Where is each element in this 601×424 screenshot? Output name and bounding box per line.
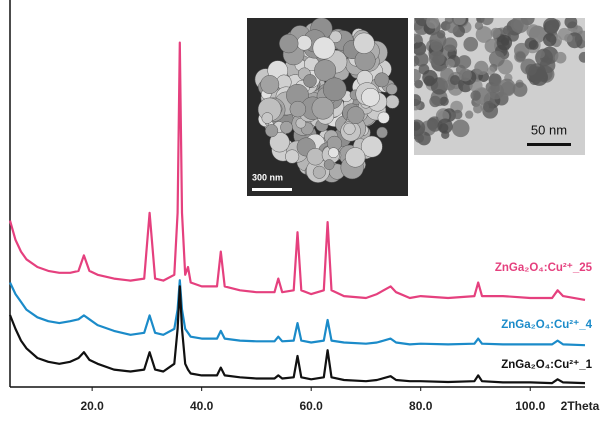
particle [459, 68, 472, 81]
particle [452, 120, 470, 138]
particle [537, 50, 545, 58]
particle [511, 15, 529, 33]
particle [386, 84, 397, 95]
legend-label: ZnGa₂O₄:Cu²⁺_25 [495, 262, 593, 274]
particle [445, 16, 454, 25]
particle [429, 96, 440, 107]
particle [465, 111, 473, 119]
particle [439, 97, 448, 106]
particle [497, 35, 512, 50]
particle [312, 97, 334, 119]
sem-scale-bar [252, 188, 292, 191]
particle [261, 75, 279, 93]
particle [430, 39, 442, 51]
particle [354, 33, 375, 54]
particle [454, 13, 466, 25]
particle [579, 52, 590, 63]
particle [426, 15, 439, 28]
tem-scale-label: 50 nm [531, 122, 567, 137]
chart: 300 nm 50 nm 2Theta 20.0 40.0 60.0 80.0 100.… [0, 0, 601, 424]
particle [290, 101, 306, 117]
particle [503, 25, 513, 35]
particle [535, 49, 553, 67]
particle [463, 37, 478, 52]
particle [375, 73, 389, 87]
particle [411, 121, 420, 130]
particle [481, 12, 494, 25]
particle [555, 52, 567, 64]
particle [313, 166, 325, 178]
x-tick-label: 60.0 [300, 399, 324, 413]
particle [446, 59, 455, 68]
particle [474, 61, 488, 75]
particle [344, 123, 356, 135]
particle [313, 37, 335, 59]
particle [347, 107, 364, 124]
particle [489, 51, 505, 67]
particle [529, 40, 539, 50]
particle [439, 123, 448, 132]
particle [265, 124, 278, 137]
sem-scale-label: 300 nm [252, 172, 283, 182]
particle [475, 22, 483, 30]
particle [328, 148, 338, 158]
particle [378, 112, 390, 124]
particle [409, 56, 420, 67]
particle [489, 75, 500, 86]
x-tick-label: 80.0 [409, 399, 433, 413]
particle [324, 160, 334, 170]
particle [386, 95, 399, 108]
particle [453, 110, 463, 120]
particle [323, 78, 346, 101]
particle [515, 52, 525, 62]
particle [499, 79, 516, 96]
x-tick-label: 100.0 [515, 399, 545, 413]
particle [422, 70, 437, 85]
particle [377, 127, 388, 138]
particle [429, 51, 445, 67]
x-tick-label: 20.0 [80, 399, 104, 413]
particle [297, 35, 312, 50]
particle [564, 16, 577, 29]
series-line [10, 286, 585, 383]
particle [345, 148, 365, 168]
particle [564, 34, 573, 43]
particle [543, 33, 556, 46]
legend-label: ZnGa₂O₄:Cu²⁺_1 [501, 359, 592, 371]
particle [304, 74, 317, 87]
particle [361, 88, 379, 106]
particle [414, 35, 422, 43]
particle [525, 64, 536, 75]
page: {"chart_data": {"type": "line", "x_label… [0, 0, 601, 424]
particle [262, 113, 273, 124]
particle [280, 121, 292, 133]
x-axis-label: 2Theta [561, 399, 600, 413]
particle [285, 150, 299, 164]
particle [470, 90, 480, 100]
particle [450, 75, 460, 85]
particle [491, 28, 501, 38]
particle [307, 148, 324, 165]
particle [443, 37, 457, 51]
legend-label: ZnGa₂O₄:Cu²⁺_4 [501, 319, 592, 331]
x-tick-label: 40.0 [190, 399, 214, 413]
particle [483, 101, 494, 112]
particle [279, 34, 298, 53]
particle [457, 55, 471, 69]
tem-scale-bar [527, 143, 571, 146]
particle [543, 18, 559, 34]
series-line [10, 280, 585, 345]
particle [409, 94, 421, 106]
